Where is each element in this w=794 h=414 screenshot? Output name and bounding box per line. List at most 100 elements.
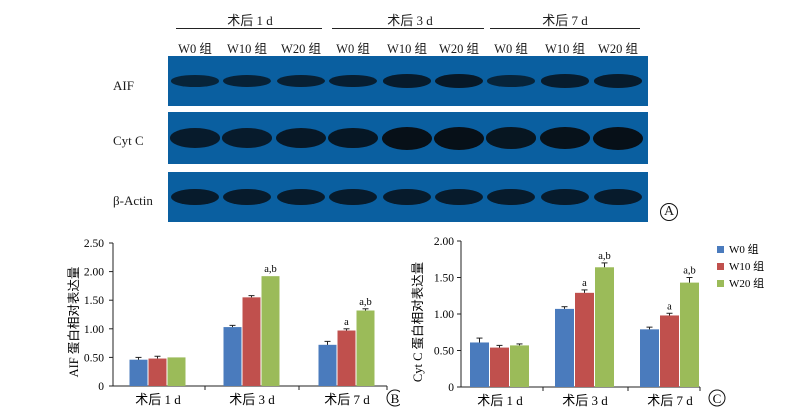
blot-band <box>486 127 536 149</box>
lane-label: W0 组 <box>494 42 528 56</box>
legend-label: W20 组 <box>729 276 764 290</box>
legend-label: W10 组 <box>729 259 764 273</box>
group-label-day7: 术后 7 d <box>542 13 588 28</box>
blot-strip-aif <box>168 56 648 106</box>
bar <box>640 329 659 387</box>
significance-label: a,b <box>683 266 696 277</box>
bar <box>660 315 679 387</box>
blot-band <box>541 188 589 206</box>
legend-swatch <box>717 280 724 287</box>
blot-band <box>541 74 589 88</box>
bar <box>129 359 148 386</box>
y-tick-label: 0 <box>98 381 104 393</box>
blot-band <box>435 188 483 206</box>
bar <box>555 308 574 387</box>
group-underline-day1 <box>176 28 322 29</box>
blot-band <box>487 188 535 206</box>
legend-swatch <box>717 246 724 253</box>
lane-label: W10 组 <box>227 42 267 56</box>
legend-swatch <box>717 263 724 270</box>
significance-label: a,b <box>598 251 611 262</box>
x-tick-label: 术后 1 d <box>135 392 181 407</box>
y-tick-label: 2.00 <box>84 267 104 279</box>
blot-band <box>594 74 642 88</box>
panel-label-b-ring <box>386 389 400 407</box>
blot-band <box>382 126 432 150</box>
blot-band <box>383 188 431 206</box>
blot-band <box>223 75 271 87</box>
blot-band <box>223 188 271 206</box>
western-blot-panel: 术后 1 d 术后 3 d 术后 7 d W0 组 W10 组 W20 组 W0… <box>113 13 678 222</box>
y-tick-label: 2.00 <box>434 236 454 248</box>
cytc-bar-chart: Cyt C 蛋白相对表达量 C 0 0.50 1.00 1.50 2.00 术后 1 d a… <box>410 236 764 408</box>
bar <box>595 267 614 387</box>
blot-band <box>593 126 643 150</box>
blot-band <box>487 75 535 87</box>
lane-label: W20 组 <box>598 42 638 56</box>
x-tick-label: 术后 7 d <box>324 392 370 407</box>
bar <box>318 344 337 386</box>
lane-label: W10 组 <box>387 42 427 56</box>
lane-label: W0 组 <box>178 42 212 56</box>
aif-bar-chart: AIF 蛋白相对表达量 B 0 0.50 1.00 1.50 2.00 2.50 术后 1 … <box>66 238 400 407</box>
y-tick-label: 1.00 <box>84 324 104 336</box>
lane-label: W0 组 <box>336 42 370 56</box>
significance-label: a,b <box>264 264 277 275</box>
significance-label: a <box>344 317 349 328</box>
significance-label: a,b <box>359 297 372 308</box>
legend-label: W0 组 <box>729 242 759 256</box>
significance-label: a <box>582 278 587 289</box>
x-tick-label: 术后 1 d <box>477 393 523 408</box>
significance-label: a <box>667 301 672 312</box>
x-tick-label: 术后 7 d <box>647 393 693 408</box>
bar <box>242 297 261 386</box>
blot-band <box>276 128 326 148</box>
y-tick-label: 0.50 <box>434 346 454 358</box>
panel-label-c: C <box>713 391 722 406</box>
y-tick-label: 0 <box>448 382 454 394</box>
y-tick-label: 1.50 <box>84 295 104 307</box>
row-label-cytc: Cyt C <box>113 133 144 148</box>
blot-band <box>435 74 483 88</box>
bar <box>167 357 186 386</box>
blot-band <box>171 75 219 87</box>
y-axis-label: Cyt C 蛋白相对表达量 <box>410 262 425 382</box>
lane-label: W20 组 <box>439 42 479 56</box>
y-tick-label: 1.00 <box>434 309 454 321</box>
y-tick-label: 0.50 <box>84 352 104 364</box>
x-tick-label: 术后 3 d <box>562 393 608 408</box>
blot-strip-actin <box>168 172 648 222</box>
blot-band <box>434 126 484 150</box>
group-label-day3: 术后 3 d <box>387 13 433 28</box>
bar <box>510 345 529 387</box>
bar <box>337 330 356 386</box>
panel-label-a: A <box>660 203 678 221</box>
blot-band <box>277 188 325 206</box>
blot-band <box>540 126 590 150</box>
blot-strip-cytc <box>168 112 648 164</box>
blot-band <box>383 74 431 88</box>
blot-band <box>328 127 378 149</box>
blot-band <box>329 188 377 206</box>
lane-label: W10 组 <box>545 42 585 56</box>
blot-band <box>329 74 377 88</box>
bar <box>223 327 242 386</box>
bar <box>470 342 489 387</box>
bar <box>148 358 167 386</box>
row-label-aif: AIF <box>113 78 134 93</box>
group-underline-day3 <box>332 28 484 29</box>
y-tick-label: 2.50 <box>84 238 104 250</box>
panel-label-c-ring <box>708 389 726 407</box>
blot-band <box>222 128 272 148</box>
bar <box>490 347 509 387</box>
row-label-actin: β-Actin <box>113 193 153 208</box>
blot-band <box>594 188 642 206</box>
y-axis-label: AIF 蛋白相对表达量 <box>66 267 81 378</box>
lane-label: W20 组 <box>281 42 321 56</box>
panel-label-b: B <box>391 391 400 406</box>
group-underline-day7 <box>490 28 640 29</box>
bar <box>575 292 594 387</box>
blot-band <box>170 128 220 148</box>
bar <box>680 282 699 387</box>
bar <box>261 276 280 386</box>
